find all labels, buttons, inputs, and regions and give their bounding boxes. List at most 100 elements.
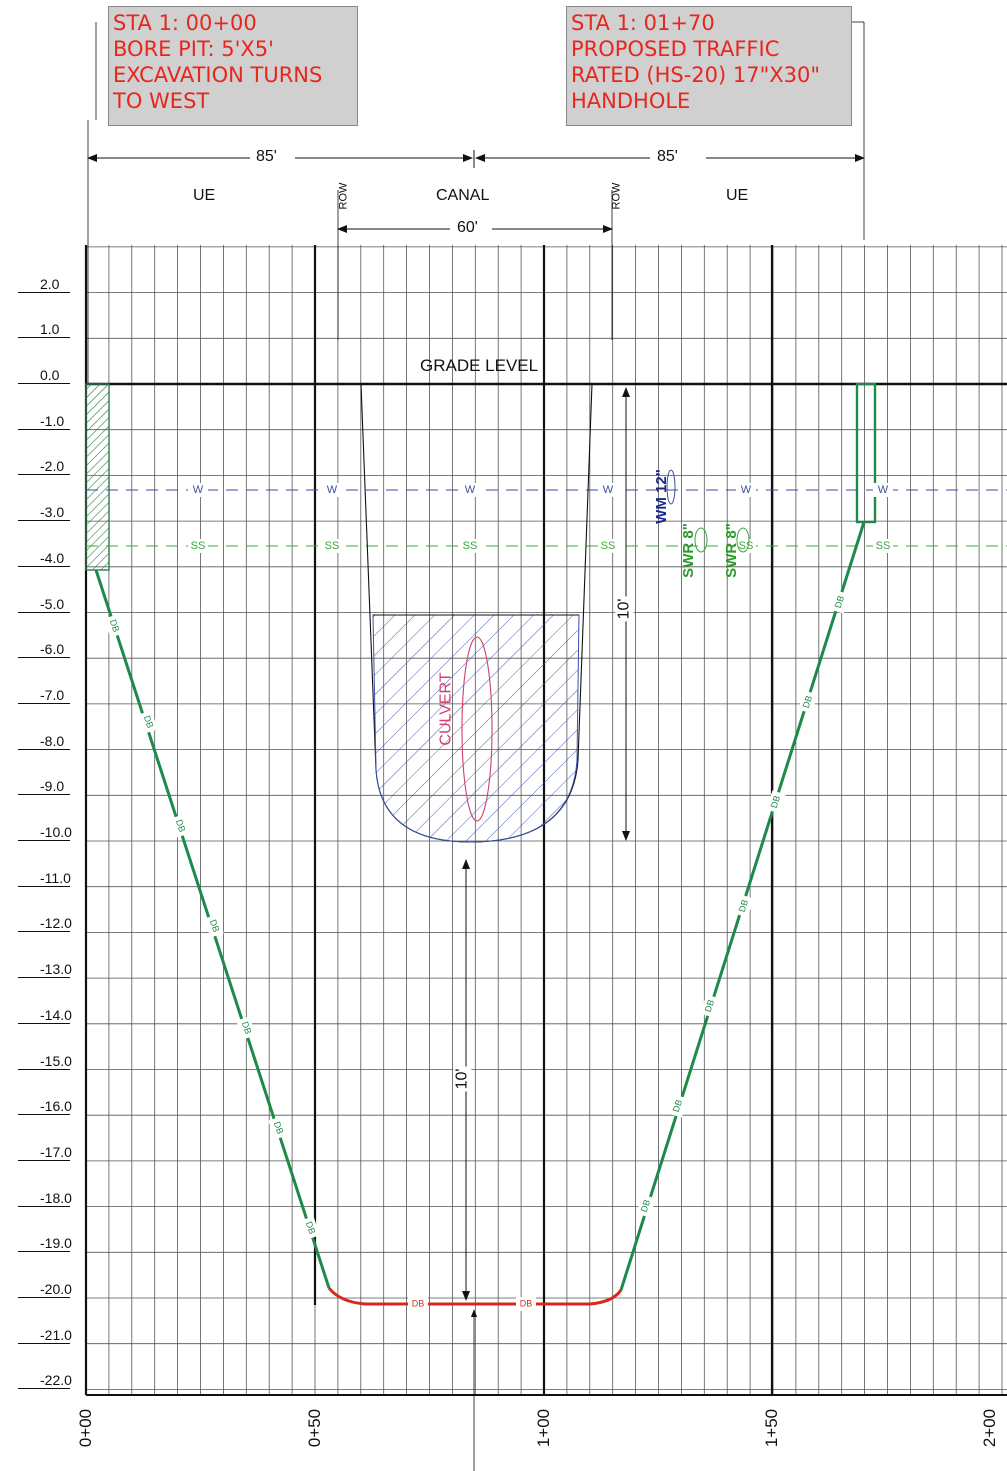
utility-tag-bg (516, 1297, 536, 1311)
utility-tag: DB (671, 1098, 684, 1113)
callout-line: STA 1: 00+00 (113, 11, 257, 35)
utility-tag-bg (873, 539, 893, 553)
water-main-ellipse (666, 469, 676, 505)
utility-tag: W (465, 484, 476, 496)
elevation-label: -4.0 (18, 550, 70, 567)
utility-tag: DB (272, 1120, 285, 1135)
sewer-2-label: SWR 8" (722, 523, 740, 578)
utility-tags: W W W W W W SS SS SS SS SS SS (188, 483, 893, 553)
utility-tag-bg (236, 1016, 256, 1040)
utility-tag: SS (325, 540, 340, 552)
elevation-label: -13.0 (18, 962, 72, 979)
elevation-label: -21.0 (18, 1327, 72, 1344)
cover-depth-label: 10' (453, 1066, 472, 1092)
utility-tag-bg (204, 914, 224, 938)
elevation-label: -7.0 (18, 687, 70, 704)
utility-tag-bg (322, 539, 342, 553)
utility-tag: DB (520, 1298, 533, 1308)
culvert-shape (461, 636, 493, 822)
utility-tag-bg (766, 790, 786, 814)
water-main-label: WM 12" (652, 469, 670, 524)
utility-tag-bg (736, 483, 756, 497)
callout-line: EXCAVATION TURNS (113, 63, 323, 87)
utility-tag-bg (170, 814, 190, 838)
utility-tag-bg (268, 1116, 288, 1140)
utility-tag: DB (412, 1298, 425, 1308)
sewer-1-ellipse (694, 527, 708, 553)
sewer-2-ellipse (736, 527, 750, 553)
dimension-60 (337, 190, 613, 340)
utility-tag-bg (598, 539, 618, 553)
elevation-label: -17.0 (18, 1144, 72, 1161)
zone-canal: CANAL (436, 187, 490, 204)
bore-path-bottom (327, 1287, 623, 1306)
callout-bore-pit: STA 1: 00+00 BORE PIT: 5'X5' EXCAVATION … (108, 6, 358, 126)
utility-tag: W (878, 484, 889, 496)
utility-tag: W (603, 484, 614, 496)
elevation-label: 2.0 (18, 276, 70, 293)
utility-tag: DB (174, 818, 187, 833)
utility-tag-bg (798, 690, 818, 714)
elevation-label: -15.0 (18, 1053, 72, 1070)
elevation-label: -22.0 (18, 1373, 72, 1390)
utility-tag-bg (300, 1216, 320, 1240)
utility-tag: SS (191, 540, 206, 552)
callout-line: STA 1: 01+70 (571, 11, 715, 35)
callout-line: HANDHOLE (571, 89, 691, 113)
elevation-label: -10.0 (18, 825, 72, 841)
elevation-label: -9.0 (18, 779, 70, 796)
grid (86, 245, 1007, 1395)
elevation-label: -16.0 (18, 1099, 72, 1116)
row-left-label: ROW (337, 182, 350, 210)
callout-line: TO WEST (113, 89, 210, 113)
handhole (855, 382, 877, 524)
callout-line: RATED (HS-20) 17"X30" (571, 63, 821, 87)
elevation-label: -5.0 (18, 596, 70, 613)
utility-tag-bg (104, 614, 124, 638)
row-right-label: ROW (610, 182, 623, 210)
elevation-label: -19.0 (18, 1236, 72, 1253)
utility-tag-bg (138, 710, 158, 734)
elevation-label: -11.0 (18, 870, 71, 887)
utility-tag: DB (833, 594, 846, 609)
utility-tag-bg (408, 1297, 428, 1311)
culvert-label: CULVERT (437, 672, 455, 746)
callout-line: PROPOSED TRAFFIC (571, 37, 780, 61)
utility-tag: DB (737, 898, 750, 913)
elevation-label: -6.0 (18, 642, 70, 659)
bore-pit (85, 383, 110, 571)
utility-tag: SS (463, 540, 478, 552)
canal-depth-label: 10' (615, 596, 634, 622)
elevation-label: 1.0 (18, 322, 70, 339)
utility-tag: DB (142, 714, 155, 729)
utility-tag-bg (736, 539, 756, 553)
utility-tag: SS (601, 540, 616, 552)
utility-tag: SS (876, 540, 891, 552)
utility-tag-bg (598, 483, 618, 497)
utility-tag-bg (460, 483, 480, 497)
canal-hatch (372, 614, 580, 843)
station-label: 0+50 (305, 1408, 324, 1448)
utility-tag-bg (460, 539, 480, 553)
utility-tag: DB (769, 794, 782, 809)
utility-tag: DB (240, 1020, 253, 1035)
grade-level-label: GRADE LEVEL (420, 356, 539, 375)
zone-ue-left: UE (193, 187, 216, 204)
utility-tag-bg (830, 590, 850, 614)
utility-tag: DB (208, 918, 221, 933)
dim-85-left-label: 85' (254, 148, 279, 166)
zone-ue-right: UE (726, 187, 749, 204)
elevation-label: -8.0 (18, 733, 70, 750)
utility-tag-bg (668, 1094, 688, 1118)
elevation-label: 0.0 (18, 368, 70, 384)
dim-85-right-label: 85' (655, 148, 680, 166)
utility-tag-bg (873, 483, 893, 497)
utility-tag: DB (304, 1220, 317, 1235)
elevation-label: -14.0 (18, 1007, 72, 1024)
elevation-label: -18.0 (18, 1190, 72, 1207)
sewer-1-label: SWR 8" (679, 523, 697, 578)
utility-tag-bg (322, 483, 342, 497)
utility-tag-bg (636, 1194, 656, 1218)
utility-tag: DB (108, 618, 121, 633)
utility-tag: W (327, 484, 338, 496)
